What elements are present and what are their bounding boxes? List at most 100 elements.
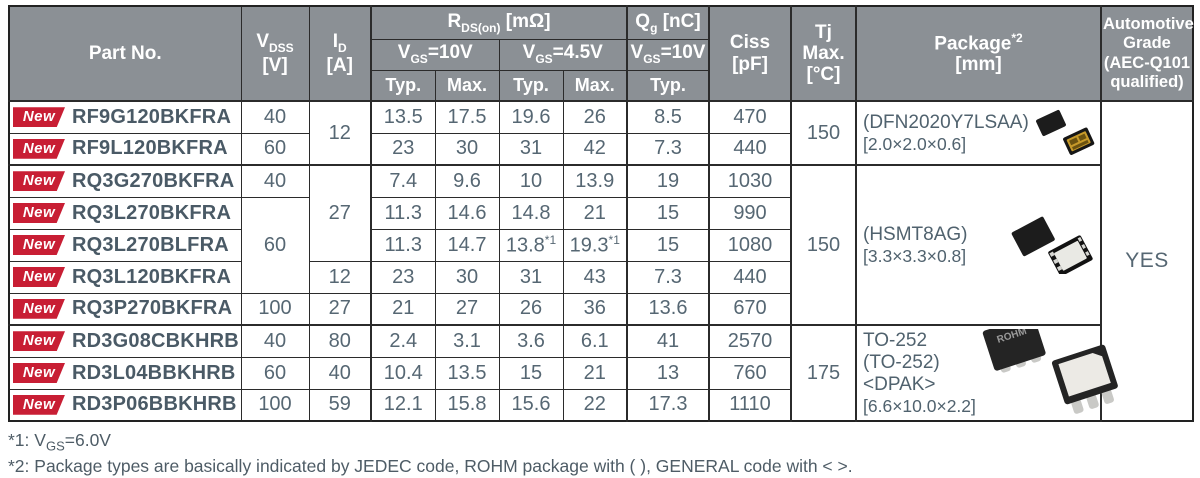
mosfet-spec-table: Part No. VDSS [V] ID [A] RDS(on) [mΩ] Qg [… [8,5,1194,422]
new-badge: New [13,298,65,319]
part-no-cell: New RD3L04BBKHRB [8,356,242,390]
rdson-typ10-cell: 23 [370,132,436,166]
part-no-cell: New RQ3L270BKFRA [8,196,242,230]
part-number: RQ3G270BKFRA [72,169,235,192]
new-badge: New [13,267,65,287]
part-number: RD3L04BBKHRB [72,361,236,384]
qg-cell: 19 [626,164,710,198]
rdson-max10-cell: 14.6 [434,196,500,230]
vdss-cell: 40 [240,100,310,134]
ciss-cell: 990 [708,196,792,230]
subheader-max-10v: Max. [434,69,500,102]
table-row: New RD3L04BBKHRB 60 40 10.4 13.5 15 21 13… [8,356,1193,390]
ciss-cell: 1110 [708,388,792,422]
id-cell: 40 [308,356,372,390]
id-cell: 59 [308,388,372,422]
part-no-cell: New RQ3L120BKFRA [8,260,242,294]
part-no-cell: New RD3P06BBKHRB [8,388,242,422]
rdson-typ45-cell: 31 [498,260,564,294]
part-no-cell: New RF9G120BKFRA [8,100,242,134]
table-header: Part No. VDSS [V] ID [A] RDS(on) [mΩ] Qg [… [8,5,1194,102]
new-badge: New [13,331,65,352]
automotive-grade-cell: YES [1100,100,1194,422]
id-cell: 12 [308,100,372,166]
part-number: RF9L120BKFRA [72,137,228,160]
rdson-max45-cell: 21 [562,356,628,390]
subheader-vgs-10v: VGS=10V [370,38,500,71]
id-cell: 12 [308,260,372,294]
part-no-cell: New RD3G08CBKHRB [8,324,242,358]
rdson-typ10-cell: 23 [370,260,436,294]
footnote-1: *1: VGS=6.0V [8,430,111,454]
part-number: RQ3L120BKFRA [72,265,232,288]
ciss-cell: 1080 [708,228,792,262]
part-number: RF9G120BKFRA [72,105,232,128]
table-row: New RQ3L270BKFRA 60 11.3 14.6 14.8 21 15 … [8,196,1193,294]
ciss-cell: 1030 [708,164,792,198]
col-header-id: ID [A] [308,5,372,102]
part-number: RQ3L270BKFRA [72,201,232,224]
rdson-max45-cell: 19.3*1 [562,228,628,262]
qg-cell: 15 [626,196,710,230]
col-header-automotive-grade: Automotive Grade (AEC-Q101 qualified) [1100,5,1194,102]
new-badge: New [13,171,65,192]
part-number: RD3G08CBKHRB [72,329,239,352]
rdson-max45-cell: 36 [562,292,628,326]
vdss-cell: 60 [240,196,310,294]
new-badge: New [13,235,65,255]
id-cell: 27 [308,292,372,326]
rdson-max45-cell: 6.1 [562,324,628,358]
table-row: New RF9L120BKFRA 60 23 30 31 42 7.3 440 [8,132,1193,166]
rdson-max10-cell: 15.8 [434,388,500,422]
col-header-qg: Qg [nC] [626,5,710,40]
rdson-typ45-cell: 26 [498,292,564,326]
col-header-part-no: Part No. [8,5,242,102]
col-header-rdson: RDS(on) [mΩ] [370,5,628,40]
subheader-qg-vgs-10v: VGS=10V [626,38,710,71]
col-header-tj-max: Tj Max. [°C] [790,5,857,102]
rdson-max45-cell: 26 [562,100,628,134]
rdson-max45-cell: 13.9 [562,164,628,198]
qg-cell: 41 [626,324,710,358]
new-badge: New [13,394,65,415]
to252-package-image: ROHM [982,329,1118,414]
rdson-typ45-cell: 13.8*1 [498,228,564,262]
rdson-typ45-cell: 15.6 [498,388,564,422]
rdson-max10-cell: 9.6 [434,164,500,198]
qg-cell: 17.3 [626,388,710,422]
col-header-ciss: Ciss [pF] [708,5,792,102]
dfn2020-package-image [1035,110,1095,155]
rdson-typ10-cell: 11.3 [370,228,436,262]
vdss-cell: 100 [240,292,310,326]
vdss-cell: 40 [240,164,310,198]
part-no-cell: New RF9L120BKFRA [8,132,242,166]
table-row: New RQ3L120BKFRA 12 23 30 31 43 7.3 440 [8,260,1193,294]
rdson-typ45-cell: 10 [498,164,564,198]
col-header-package: Package*2 [mm] [855,5,1102,102]
rdson-max45-cell: 21 [562,196,628,230]
rdson-typ10-cell: 12.1 [370,388,436,422]
rdson-typ45-cell: 3.6 [498,324,564,358]
table-row: New RD3G08CBKHRB 40 80 2.4 3.1 3.6 6.1 41… [8,324,1193,422]
ciss-cell: 470 [708,100,792,134]
table-row: New RQ3P270BKFRA 100 27 21 27 26 36 13.6 … [8,292,1193,326]
qg-cell: 15 [626,228,710,262]
rdson-max10-cell: 27 [434,292,500,326]
subheader-typ-qg: Typ. [626,69,710,102]
part-number: RQ3P270BKFRA [72,297,233,320]
ciss-cell: 760 [708,356,792,390]
rdson-typ45-cell: 31 [498,132,564,166]
subheader-vgs-4-5v: VGS=4.5V [498,38,628,71]
rdson-typ10-cell: 10.4 [370,356,436,390]
footnote-2: *2: Package types are basically indicate… [8,456,853,477]
rdson-max10-cell: 14.7 [434,228,500,262]
rdson-max45-cell: 43 [562,260,628,294]
rdson-max45-cell: 42 [562,132,628,166]
hsmt8ag-package-image [1011,216,1093,274]
tj-max-cell: 150 [790,164,857,326]
qg-cell: 7.3 [626,132,710,166]
rdson-max10-cell: 3.1 [434,324,500,358]
footnotes: *1: VGS=6.0V *2: Package types are basic… [8,429,853,478]
vdss-cell: 60 [240,132,310,166]
